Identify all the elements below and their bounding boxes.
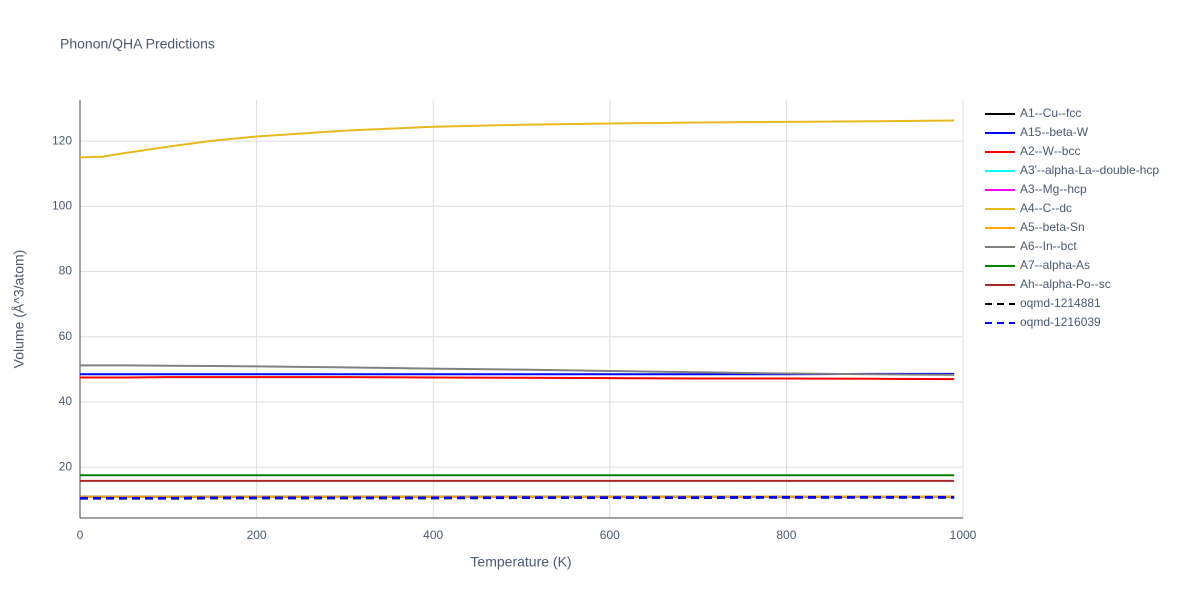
series-line (80, 121, 954, 158)
legend-label: oqmd-1216039 (1020, 315, 1101, 329)
legend-label: A4--C--dc (1020, 201, 1072, 215)
legend-label: A15--beta-W (1020, 125, 1089, 139)
y-tick-label: 80 (59, 264, 73, 278)
y-tick-label: 100 (52, 198, 72, 212)
legend-label: oqmd-1214881 (1020, 296, 1101, 310)
y-tick-label: 120 (52, 133, 72, 147)
x-axis-title: Temperature (K) (470, 554, 571, 570)
x-tick-label: 400 (423, 528, 443, 542)
x-tick-label: 800 (776, 528, 796, 542)
y-axis-title: Volume (Å^3/atom) (11, 250, 27, 369)
y-tick-label: 40 (59, 394, 73, 408)
x-tick-label: 1000 (950, 528, 977, 542)
legend-label: A7--alpha-As (1020, 258, 1090, 272)
legend-label: Ah--alpha-Po--sc (1020, 277, 1111, 291)
series-line (80, 377, 954, 379)
legend-label: A2--W--bcc (1020, 144, 1080, 158)
y-tick-label: 20 (59, 459, 73, 473)
x-tick-label: 0 (77, 528, 84, 542)
legend-label: A5--beta-Sn (1020, 220, 1085, 234)
x-tick-label: 600 (600, 528, 620, 542)
y-tick-label: 60 (59, 329, 73, 343)
legend-label: A6--In--bct (1020, 239, 1077, 253)
legend-label: A1--Cu--fcc (1020, 106, 1081, 120)
x-tick-label: 200 (247, 528, 267, 542)
chart-title: Phonon/QHA Predictions (60, 36, 215, 52)
legend-label: A3--Mg--hcp (1020, 182, 1087, 196)
legend-label: A3'--alpha-La--double-hcp (1020, 163, 1159, 177)
